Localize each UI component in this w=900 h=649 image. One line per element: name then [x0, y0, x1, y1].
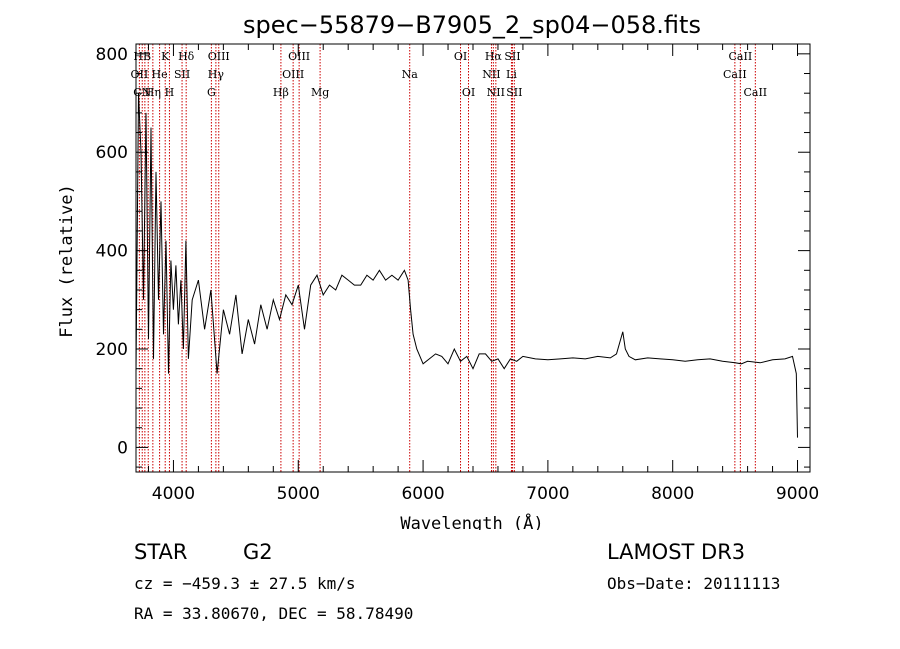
- x-axis-ticks: 4000 5000 6000 7000 8000 9000: [147, 44, 819, 504]
- object-class: STAR: [134, 540, 188, 564]
- line-label-25: NII: [487, 86, 505, 99]
- redshift-text: cz = −459.3 ± 27.5 km/s: [134, 574, 356, 593]
- line-markers: [138, 44, 756, 472]
- x-tick-label-3: 7000: [526, 484, 569, 504]
- y-axis-label: Flux (relative): [57, 184, 77, 338]
- line-label-9: OII: [131, 68, 149, 81]
- line-label-21: G: [207, 86, 216, 99]
- line-label-17: CaII: [723, 68, 747, 81]
- spectrum-chart: spec−55879−B7905_2_sp04−058.fits HB K Hδ OI…: [57, 11, 819, 530]
- line-label-24: OI: [462, 86, 475, 99]
- y-tick-label-1: 200: [96, 340, 128, 360]
- survey-name: LAMOST DR3: [607, 540, 746, 564]
- x-tick-label-5: 9000: [776, 484, 819, 504]
- x-tick-label-0: 4000: [152, 484, 195, 504]
- y-tick-label-4: 800: [96, 45, 128, 65]
- line-label-23: Mg: [311, 86, 329, 99]
- x-axis-label: Wavelength (Å): [400, 512, 543, 530]
- line-label-3: OIII: [208, 50, 230, 63]
- obs-date: Obs−Date: 20111113: [607, 574, 781, 593]
- y-axis-ticks: 0 200 400 600 800: [96, 45, 810, 468]
- line-label-13: OIII: [282, 68, 304, 81]
- line-label-22: Hβ: [273, 86, 289, 99]
- line-label-2: Hδ: [178, 50, 195, 63]
- line-label-6: Hα: [485, 50, 503, 63]
- line-label-18: CN: [133, 86, 151, 99]
- y-tick-label-3: 600: [96, 143, 128, 163]
- line-label-15: NII: [482, 68, 500, 81]
- line-label-16: Li: [506, 68, 517, 81]
- line-label-11: SII: [174, 68, 190, 81]
- spectrum-line: [135, 93, 798, 438]
- line-label-5: OI: [454, 50, 467, 63]
- coordinates: RA = 33.80670, DEC = 58.78490: [134, 604, 414, 623]
- line-label-26: SII: [506, 86, 522, 99]
- line-label-12: Hγ: [208, 68, 225, 81]
- line-label-1: K: [161, 50, 170, 63]
- x-tick-label-4: 8000: [651, 484, 694, 504]
- line-label-19: Hη: [145, 86, 161, 99]
- line-label-0: HB: [133, 50, 151, 63]
- x-tick-label-2: 6000: [401, 484, 444, 504]
- line-label-10: He: [152, 68, 168, 81]
- plot-frame: [135, 43, 811, 473]
- line-label-20: H: [165, 86, 175, 99]
- line-label-14: Na: [402, 68, 419, 81]
- line-label-7: SII: [504, 50, 520, 63]
- line-label-27: CaII: [743, 86, 767, 99]
- y-tick-label-2: 400: [96, 242, 128, 262]
- y-tick-label-0: 0: [117, 438, 128, 458]
- line-label-4: OIII: [288, 50, 310, 63]
- x-tick-label-1: 5000: [277, 484, 320, 504]
- subclass: G2: [243, 540, 273, 564]
- line-label-8: CaII: [729, 50, 753, 63]
- chart-title: spec−55879−B7905_2_sp04−058.fits: [243, 11, 701, 39]
